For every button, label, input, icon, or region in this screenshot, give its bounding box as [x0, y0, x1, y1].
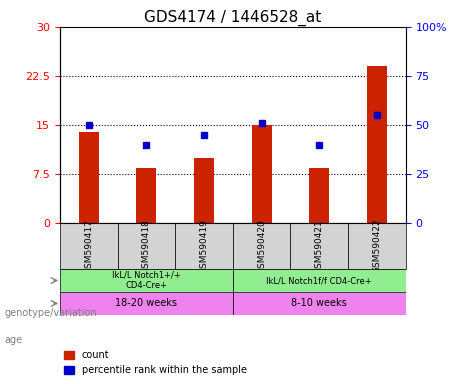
FancyBboxPatch shape — [175, 223, 233, 269]
Text: GSM590422: GSM590422 — [372, 219, 381, 273]
Text: GSM590421: GSM590421 — [315, 219, 324, 273]
Bar — [194, 158, 214, 223]
FancyBboxPatch shape — [233, 223, 290, 269]
Text: 18-20 weeks: 18-20 weeks — [115, 298, 177, 308]
FancyBboxPatch shape — [60, 292, 233, 315]
Text: GSM590417: GSM590417 — [84, 219, 93, 273]
Bar — [309, 167, 329, 223]
Text: GSM590418: GSM590418 — [142, 219, 151, 273]
Text: age: age — [5, 335, 23, 345]
FancyBboxPatch shape — [60, 223, 118, 269]
FancyBboxPatch shape — [290, 223, 348, 269]
Bar — [252, 125, 272, 223]
Text: 8-10 weeks: 8-10 weeks — [291, 298, 347, 308]
FancyBboxPatch shape — [118, 223, 175, 269]
Bar — [136, 167, 156, 223]
Text: GSM590419: GSM590419 — [200, 219, 208, 273]
FancyBboxPatch shape — [233, 292, 406, 315]
Text: IkL/L Notch1+/+
CD4-Cre+: IkL/L Notch1+/+ CD4-Cre+ — [112, 271, 181, 290]
FancyBboxPatch shape — [348, 223, 406, 269]
Bar — [79, 132, 99, 223]
FancyBboxPatch shape — [60, 269, 233, 292]
Text: IkL/L Notch1f/f CD4-Cre+: IkL/L Notch1f/f CD4-Cre+ — [266, 276, 372, 285]
Text: genotype/variation: genotype/variation — [5, 308, 97, 318]
Text: GSM590420: GSM590420 — [257, 219, 266, 273]
Legend: count, percentile rank within the sample: count, percentile rank within the sample — [60, 346, 250, 379]
Bar — [367, 66, 387, 223]
FancyBboxPatch shape — [233, 269, 406, 292]
Title: GDS4174 / 1446528_at: GDS4174 / 1446528_at — [144, 9, 321, 25]
